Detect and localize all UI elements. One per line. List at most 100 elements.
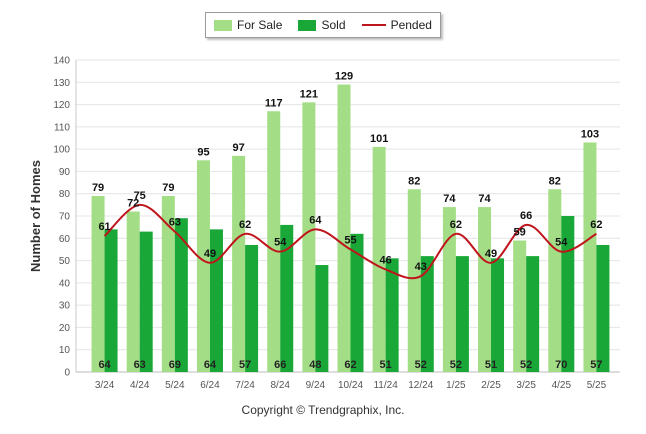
bar-sold [315,265,329,372]
bar-sold [455,256,469,372]
x-tick-label: 5/24 [165,380,185,391]
pended-value-label: 62 [590,219,602,231]
sold-value-label: 52 [415,359,427,371]
bar-for-sale [126,211,140,372]
x-tick-label: 5/25 [587,380,607,391]
bar-for-sale [196,160,210,372]
pended-value-label: 62 [450,219,462,231]
x-tick-label: 3/24 [95,380,115,391]
bar-sold [491,258,505,372]
y-tick-label: 10 [59,345,71,356]
y-tick-label: 130 [53,78,70,89]
legend: For Sale Sold Pended [205,12,441,38]
legend-label-sold: Sold [321,18,346,32]
legend-item-sold: Sold [298,18,346,32]
sold-value-label: 70 [555,359,567,371]
pended-value-label: 75 [134,190,146,202]
bar-for-sale [232,155,246,372]
bar-sold [350,233,364,372]
for-sale-value-label: 74 [443,193,456,205]
x-tick-label: 8/24 [270,380,290,391]
y-tick-label: 80 [59,189,71,200]
y-tick-label: 100 [53,145,70,156]
pended-value-label: 55 [344,234,356,246]
pended-line [103,203,597,280]
legend-item-for-sale: For Sale [214,18,282,32]
sold-value-label: 51 [485,359,497,371]
for-sale-value-label: 72 [127,198,139,210]
pended-value-label: 49 [485,248,497,260]
x-tick-label: 9/24 [306,380,326,391]
for-sale-value-label: 74 [478,193,491,205]
sold-value-label: 69 [169,359,181,371]
x-tick-label: 12/24 [408,380,433,391]
y-tick-label: 50 [59,256,71,267]
bar-sold [139,231,153,372]
bar-for-sale [478,207,492,372]
bar-sold [561,216,575,372]
y-tick-label: 60 [59,234,71,245]
pended-value-label: 43 [415,261,427,273]
bar-for-sale [337,84,351,372]
pended-value-label: 54 [555,237,568,249]
bar-sold [209,229,223,372]
for-sale-value-label: 59 [514,227,526,239]
bar-sold [526,256,540,372]
pended-value-label: 54 [274,237,287,249]
bar-sold [385,258,399,372]
for-sale-value-label: 103 [581,128,599,140]
legend-label-pended: Pended [390,18,432,32]
sold-value-label: 66 [274,359,286,371]
y-tick-label: 30 [59,301,71,312]
pended-value-label: 46 [380,254,392,266]
bar-for-sale [407,189,421,372]
bar-sold [596,244,610,372]
x-tick-label: 11/24 [373,380,398,391]
sold-value-label: 64 [98,359,111,371]
bar-for-sale [583,142,597,372]
y-tick-label: 70 [59,212,71,223]
for-sale-value-label: 79 [92,182,104,194]
for-sale-value-label: 101 [370,133,388,145]
x-tick-label: 3/25 [516,380,536,391]
bar-for-sale [372,146,386,372]
y-tick-label: 140 [53,56,70,67]
bar-for-sale [548,189,562,372]
y-tick-label: 110 [54,122,70,133]
bar-sold [280,224,294,372]
bar-sold [174,218,188,372]
x-tick-label: 4/24 [130,380,150,391]
legend-label-for-sale: For Sale [237,18,283,32]
for-sale-value-label: 79 [162,182,174,194]
copyright-text: Copyright © Trendgraphix, Inc. [241,403,405,417]
pended-value-label: 49 [204,248,216,260]
for-sale-value-label: 121 [300,88,318,100]
bar-for-sale [267,111,281,372]
sold-value-label: 62 [344,359,356,371]
pended-value-label: 63 [169,217,181,229]
bar-for-sale [513,240,527,372]
y-tick-label: 0 [64,368,70,379]
x-tick-label: 2/25 [481,380,501,391]
sold-value-label: 48 [309,359,321,371]
x-tick-label: 7/24 [235,380,255,391]
x-tick-label: 6/24 [200,380,220,391]
y-tick-label: 20 [59,323,71,334]
pended-value-label: 61 [98,221,110,233]
for-sale-value-label: 95 [197,146,209,158]
x-tick-label: 10/24 [338,380,363,391]
legend-swatch-sold [298,19,317,31]
sold-value-label: 52 [520,359,532,371]
y-axis-label: Number of Homes [28,160,43,272]
y-tick-label: 40 [59,278,71,289]
for-sale-value-label: 97 [232,142,244,154]
pended-value-label: 64 [309,214,322,226]
legend-swatch-for-sale [214,19,233,31]
sold-value-label: 57 [590,359,602,371]
sold-value-label: 51 [380,359,392,371]
bar-sold [420,256,434,372]
for-sale-value-label: 117 [265,97,283,109]
sold-value-label: 64 [204,359,217,371]
sold-value-label: 52 [450,359,462,371]
